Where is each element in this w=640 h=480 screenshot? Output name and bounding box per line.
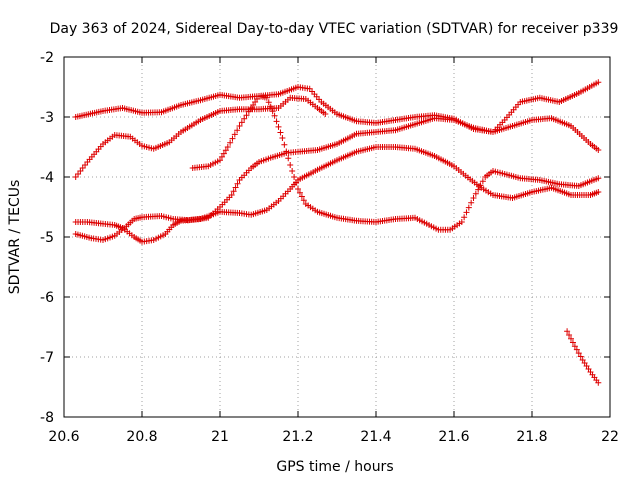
data-point-marker bbox=[322, 111, 329, 117]
data-point-marker bbox=[269, 108, 276, 115]
data-point-marker bbox=[479, 178, 486, 185]
data-point-marker bbox=[296, 189, 303, 196]
series-track-4 bbox=[72, 115, 602, 243]
data-point-marker bbox=[298, 193, 305, 200]
data-point-marker bbox=[595, 175, 602, 182]
data-point-marker bbox=[234, 127, 241, 134]
data-point-marker bbox=[238, 119, 245, 126]
y-tick-label: -4 bbox=[40, 170, 54, 186]
data-point-marker bbox=[300, 197, 307, 204]
series-track-5 bbox=[72, 144, 602, 245]
plot-frame bbox=[63, 56, 611, 418]
data-point-marker bbox=[566, 331, 573, 338]
data-point-marker bbox=[568, 335, 574, 342]
data-point-marker bbox=[461, 214, 468, 221]
data-point-marker bbox=[279, 135, 286, 141]
data-point-marker bbox=[273, 118, 280, 125]
data-point-marker bbox=[465, 204, 472, 211]
data-point-marker bbox=[463, 209, 470, 216]
data-point-marker bbox=[222, 147, 229, 154]
axis-ticks: 20.6 20.8 21 21.2 21.4 21.6 21.8 22 -8 -7 -6 -5 -4 -3… bbox=[40, 50, 619, 445]
y-tick-label: -6 bbox=[40, 290, 54, 306]
y-tick-label: -2 bbox=[40, 50, 54, 66]
x-tick-label: 21.8 bbox=[516, 429, 547, 445]
data-point-marker bbox=[245, 108, 252, 115]
data-point-marker bbox=[287, 162, 294, 168]
series-track-6 bbox=[564, 328, 602, 386]
data-point-marker bbox=[595, 79, 602, 86]
data-point-marker bbox=[289, 168, 296, 174]
data-point-marker bbox=[217, 157, 223, 164]
data-point-marker bbox=[227, 139, 234, 146]
data-point-marker bbox=[458, 219, 465, 225]
data-points bbox=[72, 79, 602, 386]
x-tick-label: 20.6 bbox=[48, 429, 79, 445]
data-point-marker bbox=[271, 112, 278, 119]
data-point-marker bbox=[468, 199, 475, 206]
data-point-marker bbox=[285, 155, 292, 162]
series-track-2 bbox=[72, 94, 329, 180]
data-point-marker bbox=[231, 131, 238, 138]
data-point-marker bbox=[595, 147, 602, 153]
data-point-marker bbox=[295, 186, 301, 192]
x-tick-label: 21.4 bbox=[360, 429, 391, 445]
data-point-marker bbox=[569, 339, 576, 346]
data-point-marker bbox=[571, 343, 578, 350]
data-point-marker bbox=[232, 184, 239, 191]
x-tick-label: 22 bbox=[601, 429, 619, 445]
x-tick-label: 21.6 bbox=[438, 429, 469, 445]
series-track-1 bbox=[72, 79, 602, 135]
data-point-marker bbox=[263, 94, 270, 101]
data-point-marker bbox=[575, 350, 582, 357]
data-point-marker bbox=[291, 174, 298, 180]
data-point-marker bbox=[243, 112, 250, 119]
data-point-marker bbox=[220, 150, 227, 157]
y-tick-label: -8 bbox=[40, 410, 54, 426]
data-point-marker bbox=[241, 115, 248, 122]
data-point-marker bbox=[595, 189, 602, 195]
data-point-marker bbox=[475, 186, 482, 193]
x-axis-label: GPS time / hours bbox=[276, 459, 393, 475]
x-tick-label: 21.2 bbox=[282, 429, 313, 445]
data-point-marker bbox=[224, 144, 231, 150]
data-point-marker bbox=[281, 141, 288, 148]
data-point-marker bbox=[577, 353, 584, 360]
data-point-marker bbox=[470, 195, 477, 201]
data-point-marker bbox=[234, 180, 241, 187]
y-tick-label: -5 bbox=[40, 230, 54, 246]
data-point-marker bbox=[595, 379, 602, 386]
data-point-marker bbox=[230, 188, 237, 195]
series-track-3 bbox=[189, 93, 602, 233]
data-point-marker bbox=[236, 123, 243, 129]
x-tick-label: 21 bbox=[211, 429, 229, 445]
y-tick-label: -3 bbox=[40, 110, 54, 126]
data-point-marker bbox=[218, 153, 225, 160]
chart-title: Day 363 of 2024, Sidereal Day-to-day VTE… bbox=[50, 21, 619, 37]
y-tick-label: -7 bbox=[40, 350, 54, 366]
data-point-marker bbox=[277, 129, 284, 136]
data-point-marker bbox=[472, 190, 479, 197]
data-point-marker bbox=[564, 328, 571, 335]
data-point-marker bbox=[228, 192, 235, 198]
data-point-marker bbox=[275, 123, 282, 130]
data-point-marker bbox=[267, 103, 274, 110]
y-axis-label: SDTVAR / TECUs bbox=[7, 180, 23, 295]
x-tick-label: 20.8 bbox=[126, 429, 157, 445]
data-point-marker bbox=[265, 99, 272, 106]
data-point-marker bbox=[573, 346, 580, 353]
data-point-marker bbox=[229, 135, 236, 142]
